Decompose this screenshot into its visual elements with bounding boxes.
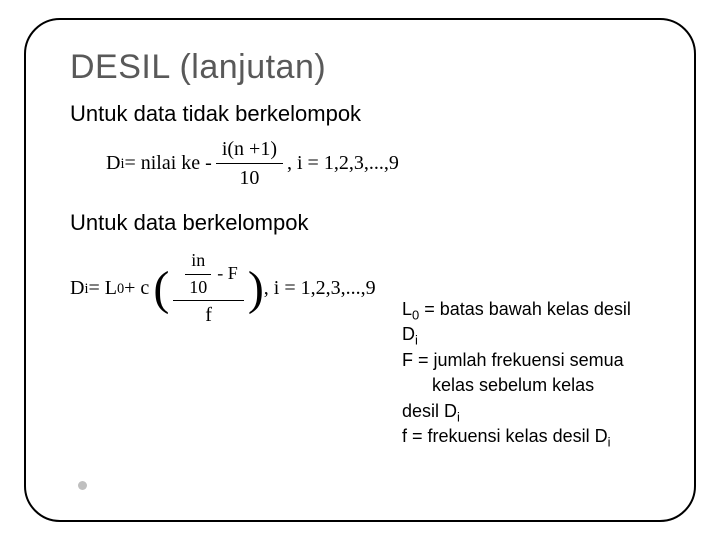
f2-eq: = L: [88, 277, 117, 300]
f2-outer-den: f: [199, 301, 218, 327]
legend-di-sub: i: [415, 333, 418, 348]
slide-title: DESIL (lanjutan): [70, 48, 658, 87]
legend-line1: L0 = batas bawah kelas desil: [402, 298, 648, 321]
legend-di-sym: D: [402, 324, 415, 344]
f1-lhs-base: D: [106, 152, 120, 175]
legend-f-sym: f = frekuensi kelas desil D: [402, 426, 608, 446]
legend-l0-sym: L: [402, 299, 412, 319]
f1-den: 10: [233, 164, 265, 190]
f2-lhs-base: D: [70, 277, 84, 300]
legend-line5: desil Di: [402, 400, 648, 423]
slide: DESIL (lanjutan) Untuk data tidak berkel…: [0, 0, 720, 540]
legend-line3: F = jumlah frekuensi semua: [402, 349, 648, 372]
legend-desil-sym: desil D: [402, 401, 457, 421]
footer-bullet-icon: [78, 481, 87, 490]
f1-num: i(n +1): [216, 137, 283, 164]
legend: L0 = batas bawah kelas desil Di F = juml…: [402, 298, 648, 450]
legend-l0-text: = batas bawah kelas desil: [419, 299, 631, 319]
f2-plus-c: + c: [124, 277, 149, 300]
f2-inner-den: 10: [183, 275, 213, 299]
left-paren-icon: (: [153, 265, 169, 313]
formula-ungrouped: D i = nilai ke - i(n +1) 10 , i = 1,2,3,…: [106, 137, 658, 190]
legend-line6: f = frekuensi kelas desil Di: [402, 425, 648, 448]
f2-tail: , i = 1,2,3,...,9: [264, 277, 376, 300]
legend-desil-sub: i: [457, 409, 460, 424]
f2-inner-fraction: in 10: [183, 250, 213, 298]
f2-outer-num: in 10 - F: [173, 250, 244, 301]
f2-outer-fraction: in 10 - F f: [173, 250, 244, 327]
f1-tail: , i = 1,2,3,...,9: [287, 152, 399, 175]
legend-f-sub: i: [608, 435, 611, 450]
f2-inner-num: in: [185, 250, 211, 275]
legend-line2: Di: [402, 323, 648, 346]
subhead-grouped: Untuk data berkelompok: [70, 210, 658, 236]
legend-line4: kelas sebelum kelas: [402, 374, 648, 397]
slide-frame: DESIL (lanjutan) Untuk data tidak berkel…: [24, 18, 696, 522]
f1-mid: = nilai ke -: [124, 152, 211, 175]
subhead-ungrouped: Untuk data tidak berkelompok: [70, 101, 658, 127]
f1-fraction: i(n +1) 10: [216, 137, 283, 190]
right-paren-icon: ): [248, 265, 264, 313]
f2-minus-f: - F: [217, 263, 238, 285]
